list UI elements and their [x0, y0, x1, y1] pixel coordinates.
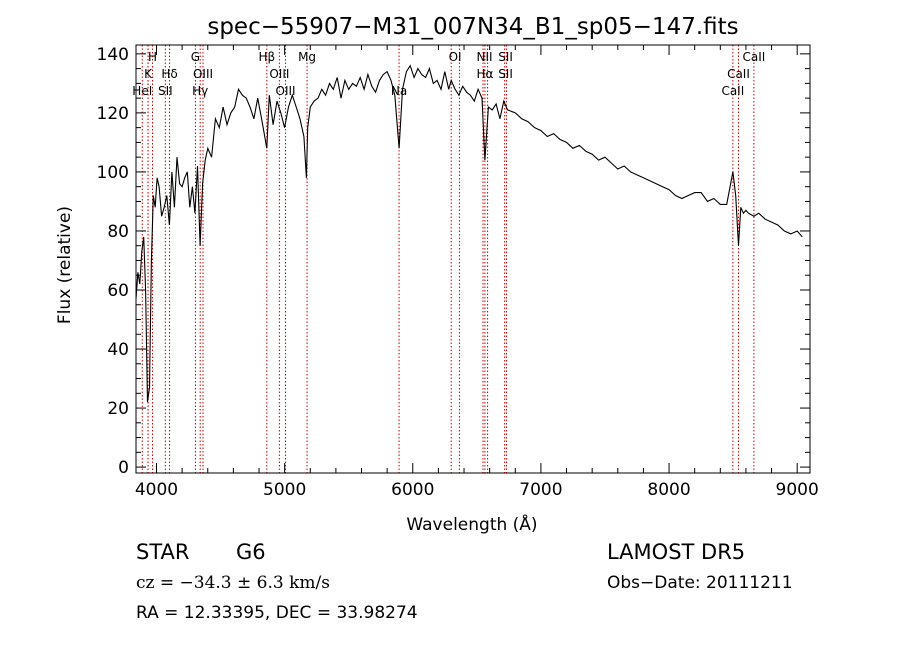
spectral-line-label: OI: [449, 50, 462, 64]
spectral-line-label: Hβ: [258, 50, 275, 64]
observation-date: Obs−Date: 20111211: [607, 573, 793, 593]
redshift-cz: cz = −34.3 ± 6.3 km/s: [136, 573, 330, 593]
x-axis-label: Wavelength (Å): [406, 513, 537, 535]
spectral-line-label: CaII: [721, 84, 744, 98]
y-tick-label: 60: [107, 281, 129, 301]
y-axis-ticks: 0 20 40 60 80 100 120 140: [97, 45, 810, 478]
y-tick-label: 0: [118, 458, 129, 478]
spectral-line-label: K: [144, 67, 153, 81]
spectral-line-label: HeI: [132, 84, 152, 98]
spectral-line-label: NII: [477, 50, 493, 64]
y-tick-label: 40: [107, 340, 129, 360]
y-axis-label: Flux (relative): [55, 206, 75, 324]
y-tick-label: 120: [97, 104, 129, 124]
y-tick-label: 20: [107, 399, 129, 419]
spectral-lines: [141, 45, 755, 473]
spectral-line-label: OIII: [269, 67, 289, 81]
x-tick-label: 9000: [776, 480, 819, 500]
spectral-line-label: OIII: [193, 67, 213, 81]
spectral-line-label: SII: [498, 67, 513, 81]
x-tick-label: 5000: [263, 480, 306, 500]
spectral-line-label: CaII: [727, 67, 750, 81]
spectral-line-label: SII: [498, 50, 513, 64]
spectral-line-label: OIII: [276, 84, 296, 98]
object-class: STAR: [136, 540, 190, 564]
x-tick-label: 7000: [519, 480, 562, 500]
x-axis-ticks: 4000 5000 6000 7000 8000 9000: [135, 45, 819, 500]
y-tick-label: 100: [97, 163, 129, 183]
survey-name: LAMOST DR5: [607, 540, 746, 564]
spectral-line-label: H: [148, 50, 157, 64]
chart-title: spec−55907−M31_007N34_B1_sp05−147.fits: [207, 14, 738, 40]
x-tick-label: 6000: [391, 480, 434, 500]
object-subclass: G6: [236, 540, 266, 564]
spectrum-line: [135, 64, 803, 403]
spectral-line-label: Hγ: [192, 84, 208, 98]
spectral-line-label: G: [191, 50, 200, 64]
x-tick-label: 4000: [135, 480, 178, 500]
y-tick-label: 80: [107, 222, 129, 242]
spectral-line-label: CaII: [742, 50, 765, 64]
x-tick-label: 8000: [647, 480, 690, 500]
spectral-line-label: Hδ: [161, 67, 177, 81]
plot-frame: [135, 44, 811, 474]
spectral-line-label: Hα: [476, 67, 493, 81]
y-tick-label: 140: [97, 45, 129, 65]
ra-dec-coordinates: RA = 12.33395, DEC = 33.98274: [136, 603, 418, 623]
spectral-line-label: SII: [158, 84, 173, 98]
spectral-line-label: Mg: [298, 50, 316, 64]
